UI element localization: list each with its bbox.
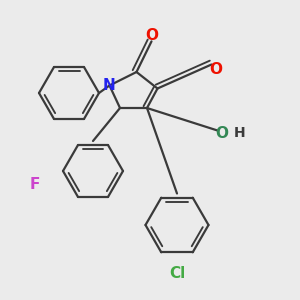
Text: O: O <box>215 126 229 141</box>
Text: N: N <box>103 78 116 93</box>
Text: F: F <box>29 177 40 192</box>
Text: Cl: Cl <box>169 266 185 280</box>
Text: H: H <box>234 127 246 140</box>
Text: O: O <box>145 28 158 44</box>
Text: O: O <box>209 61 223 76</box>
